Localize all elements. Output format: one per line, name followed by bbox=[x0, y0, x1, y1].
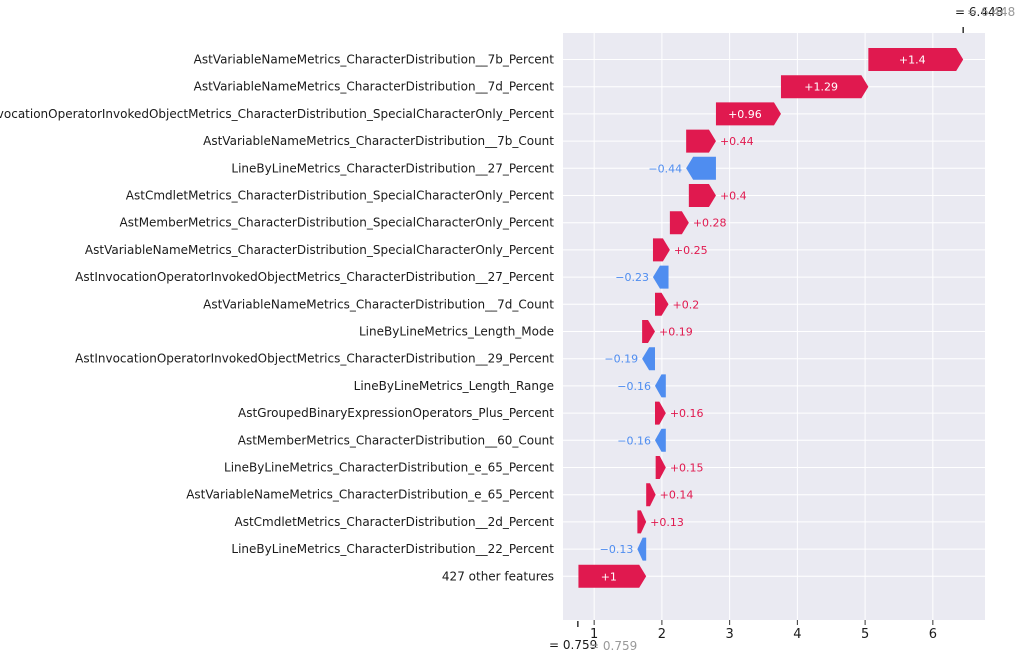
bar bbox=[669, 211, 689, 235]
feature-label: AstVariableNameMetrics_CharacterDistribu… bbox=[85, 243, 554, 257]
feature-label: LineByLineMetrics_Length_Range bbox=[354, 379, 554, 393]
data-label: +0.19 bbox=[659, 326, 693, 339]
bar bbox=[654, 401, 666, 425]
x-axis: 1 2 3 4 5 6 bbox=[590, 620, 937, 642]
data-label: +0.44 bbox=[720, 135, 754, 148]
bar bbox=[652, 265, 669, 289]
bar bbox=[642, 320, 655, 343]
data-label: −0.23 bbox=[615, 271, 649, 284]
data-label: −0.16 bbox=[617, 434, 651, 447]
feature-labels-group: AstVariableNameMetrics_CharacterDistribu… bbox=[0, 53, 554, 584]
feature-label: AstMemberMetrics_CharacterDistribution__… bbox=[238, 433, 555, 447]
x-tick-label: 2 bbox=[658, 627, 666, 642]
feature-label: AstVariableNameMetrics_CharacterDistribu… bbox=[203, 297, 554, 311]
x-tick-label: 1 bbox=[590, 627, 598, 642]
bar bbox=[637, 537, 647, 561]
data-label: +1.29 bbox=[804, 81, 838, 94]
bar bbox=[646, 483, 656, 507]
base-value-label: = 0.759 bbox=[549, 638, 597, 652]
feature-label: AstGroupedBinaryExpressionOperators_Plus… bbox=[238, 406, 554, 420]
feature-label: LineByLineMetrics_CharacterDistribution_… bbox=[231, 161, 554, 175]
bars-group: +1.4 +1.29 +0.96 +0.44 −0.44 +0.4 +0.28 +0.25 −0… bbox=[578, 48, 964, 588]
bar bbox=[654, 428, 666, 452]
data-label: +1.4 bbox=[899, 54, 926, 67]
data-label: +0.96 bbox=[728, 108, 762, 121]
data-label: +0.15 bbox=[670, 462, 704, 475]
data-label: +0.2 bbox=[673, 298, 700, 311]
data-label: +0.14 bbox=[660, 489, 694, 502]
x-tick-label: 3 bbox=[725, 627, 733, 642]
annotations-group: = 0.759= 0.759 = 6.448= 6.448 bbox=[549, 5, 1015, 653]
feature-label: AstVariableNameMetrics_CharacterDistribu… bbox=[203, 134, 554, 148]
final-value-label: = 6.448 bbox=[955, 5, 1003, 19]
feature-label: AstInvocationOperatorInvokedObjectMetric… bbox=[75, 270, 554, 284]
feature-label: AstVariableNameMetrics_CharacterDistribu… bbox=[186, 488, 554, 502]
feature-label: LineByLineMetrics_Length_Mode bbox=[359, 325, 554, 339]
grid-lines bbox=[563, 33, 985, 620]
bar bbox=[642, 347, 655, 371]
feature-label: AstCmdletMetrics_CharacterDistribution_S… bbox=[126, 189, 554, 203]
bar bbox=[652, 238, 670, 262]
data-label: +0.13 bbox=[650, 516, 684, 529]
data-label: +0.16 bbox=[670, 407, 704, 420]
data-label: +0.28 bbox=[693, 217, 727, 230]
bar bbox=[654, 292, 669, 316]
data-label: −0.13 bbox=[600, 543, 634, 556]
bar bbox=[637, 510, 647, 534]
bar bbox=[654, 374, 666, 398]
base-value-label-ghost: = 0.759 bbox=[589, 639, 637, 653]
x-tick-label: 6 bbox=[929, 627, 937, 642]
bar bbox=[686, 129, 716, 153]
data-label: −0.16 bbox=[617, 380, 651, 393]
x-tick-label: 4 bbox=[793, 627, 801, 642]
feature-label: LineByLineMetrics_CharacterDistribution_… bbox=[231, 542, 554, 556]
bar bbox=[578, 564, 647, 588]
bar bbox=[868, 48, 964, 71]
bar bbox=[686, 156, 716, 180]
data-label: +0.25 bbox=[674, 244, 708, 257]
data-label: −0.44 bbox=[648, 162, 682, 175]
feature-label: 427 other features bbox=[442, 569, 554, 583]
data-label: +0.4 bbox=[720, 190, 747, 203]
bar bbox=[715, 102, 781, 126]
bar bbox=[688, 184, 716, 207]
feature-label: AstCmdletMetrics_CharacterDistribution__… bbox=[235, 515, 555, 529]
feature-label: AstVariableNameMetrics_CharacterDistribu… bbox=[194, 53, 555, 67]
feature-label: AstVariableNameMetrics_CharacterDistribu… bbox=[194, 80, 555, 94]
data-label: +1 bbox=[601, 570, 617, 583]
bar bbox=[780, 75, 869, 99]
bar bbox=[655, 456, 666, 479]
feature-label: LineByLineMetrics_CharacterDistribution_… bbox=[224, 461, 554, 475]
feature-label: AstMemberMetrics_CharacterDistribution_S… bbox=[120, 216, 555, 230]
feature-label: AstInvocationOperatorInvokedObjectMetric… bbox=[0, 107, 554, 121]
feature-label: AstInvocationOperatorInvokedObjectMetric… bbox=[75, 352, 554, 366]
x-tick-label: 5 bbox=[861, 627, 869, 642]
final-value-label-ghost: = 6.448 bbox=[967, 5, 1015, 19]
data-label: −0.19 bbox=[604, 353, 638, 366]
